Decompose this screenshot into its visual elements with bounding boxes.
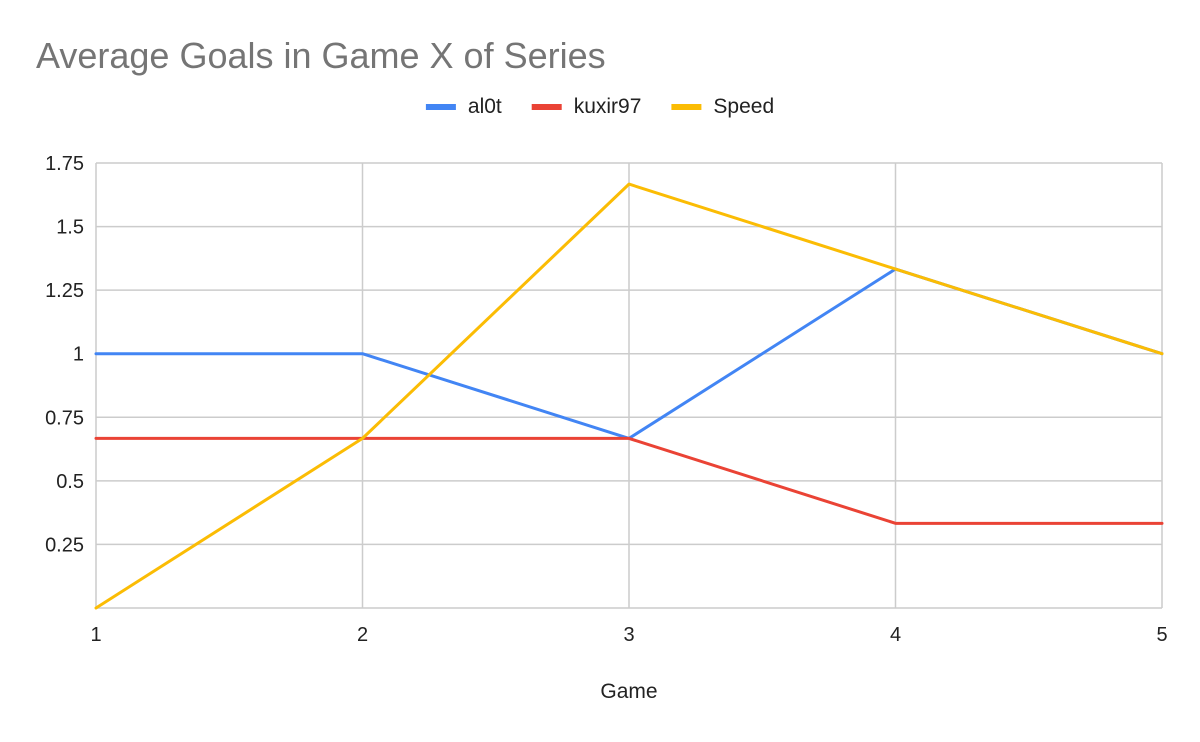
- series-lines: [94, 182, 1164, 610]
- y-tick-label: 0.5: [56, 471, 84, 493]
- legend-item-speed: Speed: [671, 95, 774, 118]
- legend-swatch: [531, 104, 562, 110]
- y-tick-label: 0.25: [45, 534, 84, 556]
- y-tick-label: 1.25: [45, 280, 84, 302]
- x-tick-label: 1: [90, 624, 101, 646]
- legend-swatch: [671, 104, 702, 110]
- legend: al0t kuxir97 Speed: [425, 95, 774, 118]
- legend-item-al0t: al0t: [425, 95, 502, 118]
- x-axis-ticks: 1 2 3 4 5: [90, 624, 1167, 646]
- x-axis-title: Game: [600, 680, 657, 703]
- legend-label: al0t: [468, 95, 502, 118]
- y-tick-label: 0.75: [45, 407, 84, 429]
- x-tick-label: 2: [357, 624, 368, 646]
- x-tick-label: 3: [623, 624, 634, 646]
- y-axis-ticks: 0.25 0.5 0.75 1 1.25 1.5 1.75: [45, 153, 84, 556]
- y-tick-label: 1.75: [45, 153, 84, 175]
- legend-label: kuxir97: [574, 95, 642, 118]
- grid: [95, 162, 1163, 609]
- series-line-speed: [94, 182, 1164, 610]
- legend-swatch: [425, 104, 456, 110]
- y-tick-label: 1.5: [56, 217, 84, 239]
- series-line-kuxir97: [94, 436, 1164, 525]
- y-tick-label: 1: [73, 344, 84, 366]
- x-tick-label: 4: [890, 624, 901, 646]
- legend-item-kuxir97: kuxir97: [531, 95, 642, 118]
- legend-label: Speed: [713, 95, 774, 118]
- chart-title: Average Goals in Game X of Series: [36, 35, 606, 76]
- x-tick-label: 5: [1156, 624, 1167, 646]
